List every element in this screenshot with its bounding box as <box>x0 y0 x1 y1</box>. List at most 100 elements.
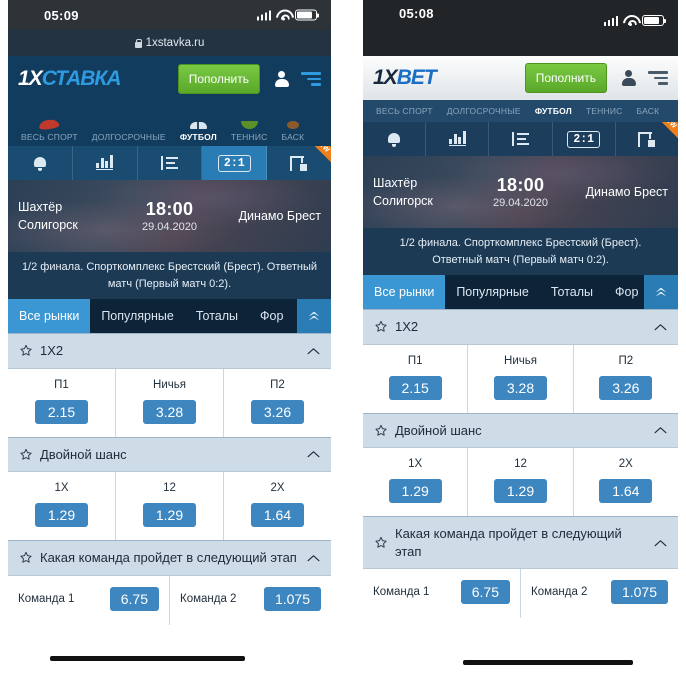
odd-button[interactable]: 3.26 <box>250 399 305 424</box>
market-tab-1[interactable]: Популярные <box>101 309 174 323</box>
odd-button[interactable]: 1.075 <box>263 586 321 611</box>
wifi-icon <box>623 15 637 26</box>
toolbar-construction[interactable]: NEW <box>267 146 331 180</box>
market-header[interactable]: Двойной шанс <box>8 436 331 473</box>
sport-tab-label: ВЕСЬ СПОРТ <box>376 106 433 116</box>
toolbar-statistics-chart[interactable] <box>73 146 138 180</box>
topup-button[interactable]: Пополнить <box>524 63 607 93</box>
outcome-label: 12 <box>514 458 527 471</box>
odd-button[interactable]: 2.15 <box>34 399 89 424</box>
toolbar-statistics-chart[interactable] <box>426 122 490 156</box>
sport-tab-2[interactable]: ФУТБОЛ <box>173 109 224 142</box>
odd-button[interactable]: 3.28 <box>142 399 197 424</box>
match-info-text: 1/2 финала. Спорткомплекс Брестский (Бре… <box>363 228 678 275</box>
market-tab-0[interactable]: Все рынки <box>8 299 91 333</box>
toolbar-bell[interactable] <box>363 122 427 156</box>
hamburger-icon[interactable] <box>648 71 668 85</box>
sports-nav: ВЕСЬ СПОРТ ДОЛГОСРОЧНЫЕ ФУТБОЛ ТЕННИС БАСК <box>8 102 331 146</box>
toolbar-bell[interactable] <box>8 146 73 180</box>
market-tab-2[interactable]: Тоталы <box>195 309 239 323</box>
market-header[interactable]: Какая команда пройдет в следующий этап <box>8 540 331 576</box>
outcome-cell: 1X 1.29 <box>8 472 116 541</box>
odd-button[interactable]: 1.64 <box>250 503 305 528</box>
market-header[interactable]: 1X2 <box>363 309 678 345</box>
outcome-label: Команда 1 <box>373 586 430 599</box>
address-bar[interactable]: 1xstavka.ru <box>8 30 331 56</box>
toolbar-score[interactable]: 2:1 <box>202 146 268 180</box>
status-time: 05:09 <box>44 7 79 23</box>
sport-tab-4[interactable]: БАСК <box>630 106 667 116</box>
collapse-button[interactable] <box>297 299 331 333</box>
sport-tab-0[interactable]: ВЕСЬ СПОРТ <box>14 109 85 142</box>
market-tab-0[interactable]: Все рынки <box>363 275 446 309</box>
market-header[interactable]: Какая команда пройдет в следующий этап <box>363 516 678 570</box>
odd-button[interactable]: 3.26 <box>599 375 653 400</box>
sport-tab-4[interactable]: БАСК <box>275 109 312 142</box>
market-tabs: Все рынки Популярные Тоталы Фор <box>8 299 331 333</box>
outcome-label: 1X <box>408 458 423 471</box>
toolbar-score[interactable]: 2:1 <box>553 122 616 156</box>
sport-tab-1[interactable]: ДОЛГОСРОЧНЫЕ <box>440 106 528 116</box>
odd-button[interactable]: 1.29 <box>34 503 89 528</box>
bell-icon <box>33 156 46 171</box>
list-icon <box>512 132 529 146</box>
wifi-icon <box>276 10 290 21</box>
odd-button[interactable]: 6.75 <box>109 586 159 611</box>
phone-screenshot-left: 05:09 1xstavka.ru 1XСТАВКА Пополнить ВЕСЬ СП… <box>8 0 331 680</box>
annotation-bar-right <box>463 660 633 665</box>
odd-button[interactable]: 2.15 <box>388 375 442 400</box>
market-tab-3[interactable]: Фор <box>615 285 639 299</box>
outcome-cell: Команда 2 1.075 <box>521 569 678 618</box>
market-tab-1[interactable]: Популярные <box>456 285 529 299</box>
score-tab-label: 2:1 <box>567 130 601 148</box>
sport-tab-0[interactable]: ВЕСЬ СПОРТ <box>369 106 440 116</box>
match-banner: Шахтёр Солигорск 18:00 29.04.2020 Динамо Бр… <box>8 180 331 252</box>
football-icon <box>189 122 207 129</box>
outcome-cell: П1 2.15 <box>363 344 469 413</box>
toolbar-list[interactable] <box>489 122 553 156</box>
outcome-cell: 12 1.29 <box>468 448 574 517</box>
match-date: 29.04.2020 <box>492 197 549 209</box>
odd-button[interactable]: 1.64 <box>599 479 653 504</box>
outcome-label: 2X <box>618 458 633 471</box>
market-title: Двойной шанс <box>395 422 482 438</box>
odd-button[interactable]: 6.75 <box>460 580 510 605</box>
outcome-label: Команда 2 <box>180 592 237 605</box>
sport-tab-2[interactable]: ФУТБОЛ <box>528 106 579 116</box>
lock-icon <box>134 38 143 48</box>
market-tab-3[interactable]: Фор <box>260 309 284 323</box>
site-logo[interactable]: 1XBET <box>373 66 437 90</box>
odd-button[interactable]: 1.29 <box>142 503 197 528</box>
person-icon[interactable] <box>274 71 289 87</box>
toolbar-list[interactable] <box>138 146 203 180</box>
odd-button[interactable]: 1.29 <box>493 479 548 504</box>
market-title: Какая команда пройдет в следующий этап <box>40 550 297 566</box>
person-icon[interactable] <box>621 70 636 86</box>
market-outcomes: 1X 1.29 12 1.29 2X 1.64 <box>363 448 678 517</box>
site-logo[interactable]: 1XСТАВКА <box>18 67 121 91</box>
outcome-cell: Команда 1 6.75 <box>8 575 170 625</box>
match-time: 18:00 <box>145 199 194 219</box>
sport-tab-label: ФУТБОЛ <box>534 106 572 116</box>
market-header[interactable]: 1X2 <box>8 333 331 369</box>
team-away-name: Динамо Брест <box>238 208 321 223</box>
odd-button[interactable]: 3.28 <box>493 375 548 400</box>
hamburger-icon[interactable] <box>301 72 321 86</box>
odd-button[interactable]: 1.075 <box>610 580 668 605</box>
outcome-label: П1 <box>54 378 69 391</box>
sport-tab-3[interactable]: ТЕННИС <box>579 106 630 116</box>
match-info-text: 1/2 финала. Спорткомплекс Брестский (Бре… <box>8 252 331 299</box>
market-tab-2[interactable]: Тоталы <box>550 285 594 299</box>
odd-button[interactable]: 1.29 <box>388 479 442 504</box>
status-time: 05:08 <box>399 6 434 21</box>
market-header[interactable]: Двойной шанс <box>363 412 678 449</box>
outcome-label: П1 <box>407 354 423 367</box>
outcome-cell: Команда 1 6.75 <box>363 569 521 619</box>
topup-button[interactable]: Пополнить <box>177 64 260 94</box>
toolbar-construction[interactable]: NEW <box>616 122 678 156</box>
sport-tab-3[interactable]: ТЕННИС <box>224 109 275 142</box>
collapse-button[interactable] <box>644 275 678 309</box>
sport-tab-1[interactable]: ДОЛГОСРОЧНЫЕ <box>85 109 173 142</box>
status-indicators <box>603 15 667 26</box>
